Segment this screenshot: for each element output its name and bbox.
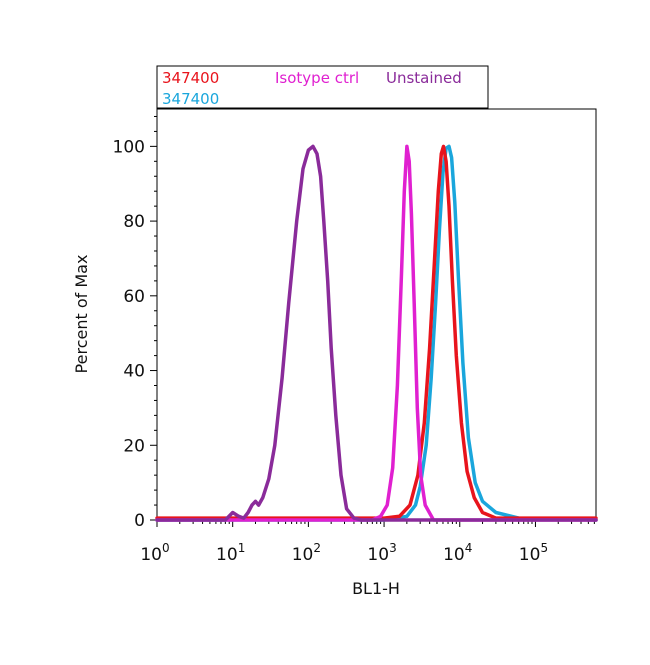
legend-box: 347400 Isotype ctrl Unstained 347400 bbox=[156, 65, 489, 109]
x-tick-label-4: 104 bbox=[443, 541, 472, 565]
y-tick-label-20: 20 bbox=[123, 436, 145, 456]
y-axis: 0 20 40 60 80 100 bbox=[113, 115, 157, 531]
y-tick-label-80: 80 bbox=[123, 212, 145, 232]
x-tick-label-0: 100 bbox=[140, 541, 169, 565]
series-line-1 bbox=[155, 144, 598, 520]
x-axis-label: BL1-H bbox=[352, 579, 400, 598]
x-tick-label-1: 101 bbox=[216, 541, 245, 565]
x-tick-label-3: 103 bbox=[367, 541, 396, 565]
plot-frame bbox=[156, 108, 597, 521]
legend-entry-isotype-ctrl: Isotype ctrl bbox=[275, 69, 359, 87]
y-tick-label-40: 40 bbox=[123, 362, 145, 382]
legend-entry-unstained: Unstained bbox=[386, 69, 462, 87]
legend-entry-347400-red: 347400 bbox=[162, 69, 219, 87]
x-tick-label-5: 105 bbox=[519, 541, 548, 565]
y-tick-label-0: 0 bbox=[134, 511, 145, 531]
series-line-3 bbox=[155, 144, 598, 522]
y-axis-label: Percent of Max bbox=[72, 255, 91, 374]
series-layer bbox=[155, 144, 598, 522]
x-axis: 100 101 102 103 104 105 bbox=[140, 520, 595, 565]
y-tick-label-60: 60 bbox=[123, 287, 145, 307]
y-tick-label-100: 100 bbox=[113, 137, 145, 157]
series-line-0 bbox=[155, 144, 598, 522]
x-tick-label-2: 102 bbox=[292, 541, 321, 565]
legend-entry-347400-blue: 347400 bbox=[162, 90, 219, 108]
series-line-2 bbox=[155, 144, 598, 522]
legend-frame bbox=[156, 65, 489, 109]
